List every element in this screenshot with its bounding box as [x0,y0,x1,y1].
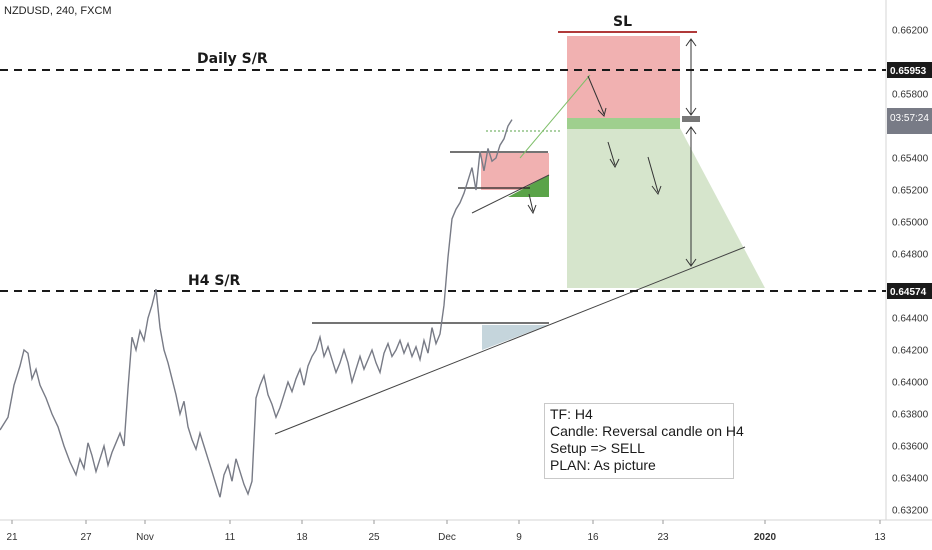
time-tick-label: 18 [296,532,308,543]
price-tick-label: 0.65800 [892,90,929,101]
daily-sr-label: Daily S/R [197,51,268,67]
price-tick-label: 0.65000 [892,218,929,229]
time-tick-label: 16 [587,532,599,543]
risk-zone [567,36,680,118]
h4-sr-label: H4 S/R [188,273,241,289]
flag-lower-line [471,174,550,214]
down-arrows [527,75,662,215]
svg-text:0.64574: 0.64574 [890,287,927,298]
reward-measure-arrow-bottom [685,258,697,267]
note-line-timeframe: TF: H4 [550,406,593,422]
h4-price-tag: 0.64574 [887,283,932,299]
retest-zone [482,325,548,350]
time-tick-label: 23 [657,532,669,543]
price-marker [682,116,700,122]
time-axis-ticks: 21 27 Nov 11 18 25 Dec 9 16 23 2020 13 [6,520,886,543]
entry-band [567,118,680,129]
price-tick-label: 0.64000 [892,378,929,389]
note-line-setup: Setup => SELL [550,440,645,456]
price-axis-ticks: 0.66200 0.65800 0.65400 0.65200 0.65000 0.648… [892,26,929,517]
time-tick-label: 21 [6,532,18,543]
time-tick-label: 11 [225,532,236,543]
price-tick-label: 0.64800 [892,250,929,261]
symbol-title: NZDUSD, 240, FXCM [4,5,112,17]
price-tick-label: 0.64400 [892,314,929,325]
daily-price-tag: 0.65953 [887,62,932,78]
note-line-plan: PLAN: As picture [550,457,656,473]
risk-measure-arrow-top [685,38,697,47]
price-tick-label: 0.66200 [892,26,929,37]
time-tick-label: Nov [136,532,154,543]
price-series-line [0,119,513,498]
time-tick-label: 2020 [754,532,777,543]
rising-trendline [274,246,746,435]
stop-loss-label: SL [613,14,632,30]
time-tick-label: 13 [874,532,886,543]
svg-text:0.65953: 0.65953 [890,66,927,77]
trade-note-box: TF: H4 Candle: Reversal candle on H4 Set… [544,403,744,479]
risk-measure-arrow-bottom [685,107,697,116]
price-tick-label: 0.63200 [892,506,929,517]
time-tick-label: 27 [80,532,92,543]
price-tick-label: 0.63400 [892,474,929,485]
countdown-tag: 03:57:24 [887,108,932,134]
price-tick-label: 0.64200 [892,346,929,357]
note-line-candle: Candle: Reversal candle on H4 [550,423,744,439]
reward-zone [567,128,765,288]
svg-text:03:57:24: 03:57:24 [890,113,929,124]
reward-measure-arrow-top [685,126,697,135]
time-tick-label: 25 [368,532,380,543]
price-tick-label: 0.63600 [892,442,929,453]
price-tick-label: 0.65400 [892,154,929,165]
green-connector [519,74,591,159]
price-tick-label: 0.65200 [892,186,929,197]
time-tick-label: Dec [438,532,456,543]
time-tick-label: 9 [516,532,522,543]
price-tick-label: 0.63800 [892,410,929,421]
analysis-overlays [274,31,765,435]
